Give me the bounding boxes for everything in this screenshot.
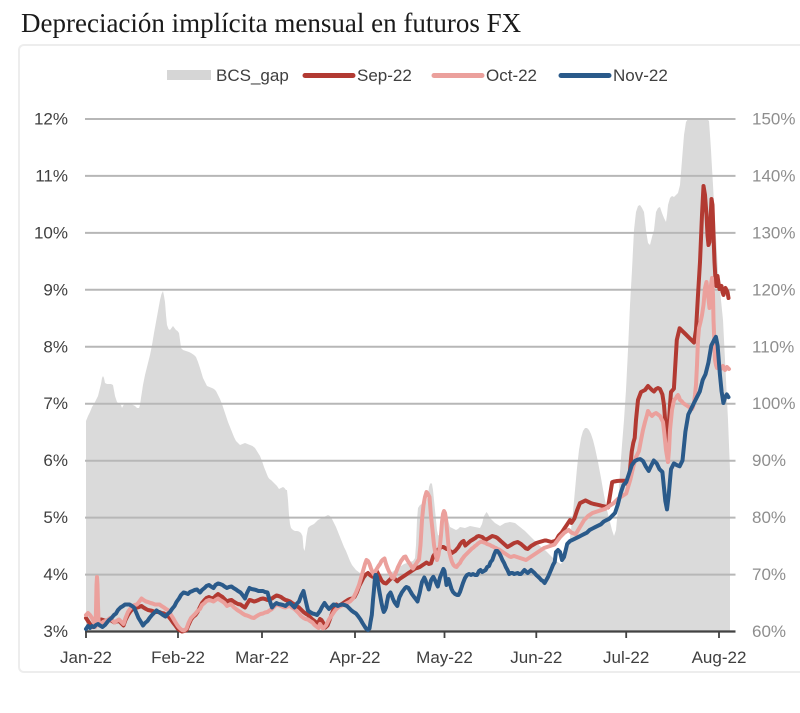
- svg-text:Apr-22: Apr-22: [329, 648, 380, 667]
- svg-text:8%: 8%: [43, 337, 68, 356]
- svg-text:110%: 110%: [752, 337, 794, 356]
- svg-text:70%: 70%: [752, 565, 786, 584]
- svg-text:130%: 130%: [752, 223, 795, 242]
- svg-text:9%: 9%: [43, 280, 68, 299]
- svg-text:Oct-22: Oct-22: [486, 66, 537, 85]
- svg-text:Nov-22: Nov-22: [613, 66, 668, 85]
- svg-text:6%: 6%: [43, 451, 68, 470]
- svg-text:Feb-22: Feb-22: [151, 648, 205, 667]
- svg-text:Aug-22: Aug-22: [692, 648, 747, 667]
- svg-text:Sep-22: Sep-22: [357, 66, 412, 85]
- svg-text:60%: 60%: [752, 622, 786, 641]
- svg-text:Jul-22: Jul-22: [603, 648, 649, 667]
- svg-text:4%: 4%: [43, 565, 68, 584]
- svg-text:120%: 120%: [752, 280, 795, 299]
- svg-text:140%: 140%: [752, 166, 795, 185]
- svg-text:BCS_gap: BCS_gap: [216, 66, 289, 85]
- svg-text:150%: 150%: [752, 110, 795, 129]
- svg-text:Mar-22: Mar-22: [235, 648, 289, 667]
- svg-text:11%: 11%: [35, 166, 68, 185]
- svg-text:12%: 12%: [34, 110, 68, 129]
- svg-text:10%: 10%: [34, 223, 68, 242]
- svg-text:100%: 100%: [752, 394, 795, 413]
- svg-text:5%: 5%: [43, 508, 68, 527]
- svg-text:May-22: May-22: [416, 648, 473, 667]
- svg-text:80%: 80%: [752, 508, 786, 527]
- svg-text:90%: 90%: [752, 451, 786, 470]
- svg-text:Jan-22: Jan-22: [60, 648, 112, 667]
- svg-text:Jun-22: Jun-22: [510, 648, 562, 667]
- svg-text:3%: 3%: [43, 622, 68, 641]
- svg-text:7%: 7%: [43, 394, 68, 413]
